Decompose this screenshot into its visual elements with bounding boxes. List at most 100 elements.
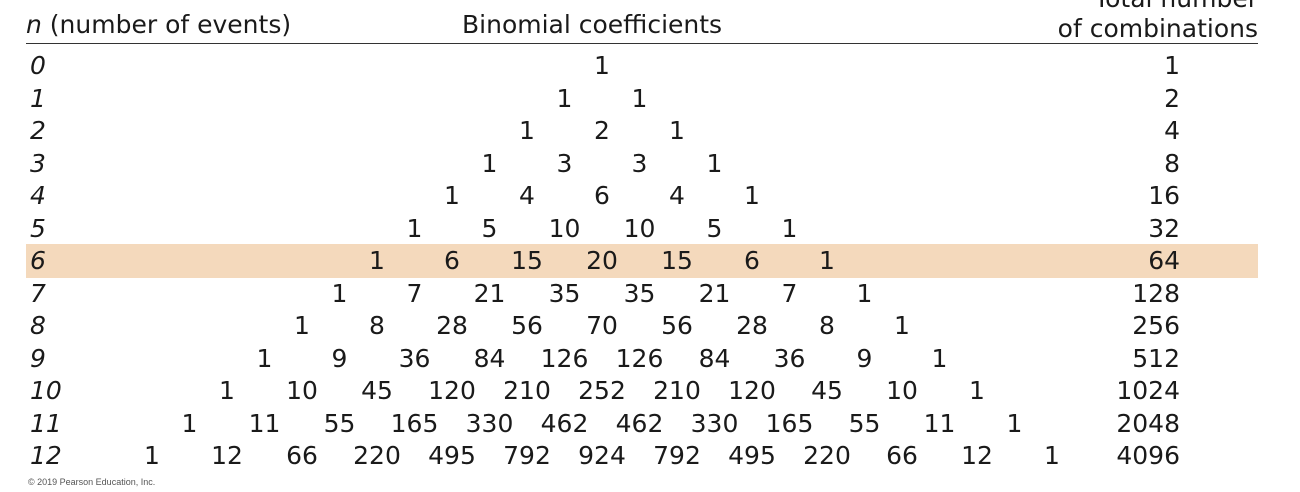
coefficient-cell: 70 — [586, 311, 618, 340]
coefficient-cell: 1 — [1006, 408, 1023, 438]
row-total-value: 64 — [1148, 246, 1180, 275]
coefficient-cell: 462 — [540, 408, 589, 438]
row-total-value: 128 — [1132, 278, 1180, 308]
coefficient-cell: 45 — [811, 376, 843, 405]
row-n-value: 0 — [30, 51, 46, 80]
coefficient-cell: 84 — [473, 343, 506, 373]
header-coefficients: Binomial coefficients — [462, 10, 723, 39]
coefficient-cell: 36 — [398, 343, 431, 373]
coefficient-cell: 28 — [436, 311, 468, 340]
coefficient-cell: 495 — [728, 441, 776, 470]
coefficient-cell: 10 — [286, 376, 318, 405]
coefficient-cell: 10 — [548, 213, 581, 243]
coefficient-cell: 1 — [256, 343, 273, 373]
coefficient-cell: 495 — [428, 441, 476, 470]
coefficient-cell: 5 — [706, 213, 723, 243]
header-n-rest: (number of events) — [41, 10, 292, 39]
coefficient-cell: 462 — [615, 408, 664, 438]
coefficient-cell: 84 — [698, 343, 731, 373]
coefficient-cell: 15 — [511, 246, 543, 275]
coefficient-cell: 220 — [803, 441, 851, 470]
coefficient-cell: 1 — [369, 246, 385, 275]
row-total-value: 1 — [1164, 51, 1180, 80]
row-total-value: 4 — [1164, 116, 1180, 145]
row-total-value: 4096 — [1116, 441, 1180, 470]
row-n-value: 12 — [30, 441, 62, 470]
coefficient-cell: 1 — [219, 376, 235, 405]
row-n-value: 7 — [30, 278, 46, 308]
row-total-value: 2048 — [1116, 408, 1180, 438]
coefficient-cell: 1 — [631, 83, 648, 113]
coefficient-cell: 15 — [661, 246, 693, 275]
coefficient-cell: 9 — [856, 343, 873, 373]
row-total-value: 2 — [1164, 83, 1180, 113]
coefficient-cell: 1 — [519, 116, 535, 145]
coefficient-cell: 330 — [690, 408, 739, 438]
row-total-value: 8 — [1164, 148, 1180, 178]
coefficient-cell: 45 — [361, 376, 393, 405]
coefficient-cell: 1 — [744, 181, 760, 210]
coefficient-cell: 330 — [465, 408, 514, 438]
coefficient-cell: 924 — [578, 441, 626, 470]
coefficient-cell: 4 — [669, 181, 685, 210]
coefficient-cell: 56 — [661, 311, 693, 340]
row-n-value: 11 — [30, 408, 62, 438]
coefficient-cell: 1 — [444, 181, 460, 210]
row-n-value: 8 — [30, 311, 46, 340]
coefficient-cell: 4 — [519, 181, 535, 210]
coefficient-cell: 7 — [406, 278, 423, 308]
coefficient-cell: 126 — [540, 343, 589, 373]
row-n-value: 5 — [30, 213, 46, 243]
row-total-value: 16 — [1148, 181, 1180, 210]
coefficient-cell: 1 — [856, 278, 873, 308]
coefficient-cell: 120 — [728, 376, 776, 405]
coefficient-cell: 165 — [390, 408, 439, 438]
row-total-value: 256 — [1132, 311, 1180, 340]
coefficient-cell: 220 — [353, 441, 401, 470]
coefficient-cell: 36 — [773, 343, 806, 373]
header-total-line1: Total number — [1058, 0, 1258, 14]
coefficient-cell: 1 — [706, 148, 723, 178]
coefficient-cell: 1 — [969, 376, 985, 405]
row-total-value: 1024 — [1116, 376, 1180, 405]
coefficient-cell: 66 — [286, 441, 318, 470]
coefficient-cell: 792 — [653, 441, 701, 470]
row-total-value: 512 — [1132, 343, 1180, 373]
coefficient-cell: 11 — [923, 408, 956, 438]
coefficient-cell: 6 — [444, 246, 460, 275]
row-n-value: 4 — [30, 181, 46, 210]
coefficient-cell: 210 — [503, 376, 551, 405]
coefficient-cell: 8 — [819, 311, 835, 340]
coefficient-cell: 252 — [578, 376, 626, 405]
coefficient-cell: 792 — [503, 441, 551, 470]
coefficient-cell: 1 — [819, 246, 835, 275]
coefficient-cell: 210 — [653, 376, 701, 405]
coefficient-cell: 21 — [473, 278, 506, 308]
coefficient-cell: 1 — [294, 311, 310, 340]
coefficient-cell: 11 — [248, 408, 281, 438]
header-n: n (number of events) — [26, 10, 291, 40]
coefficient-cell: 55 — [323, 408, 356, 438]
row-n-value: 2 — [30, 116, 46, 145]
row-n-value: 9 — [30, 343, 46, 373]
coefficient-cell: 12 — [961, 441, 993, 470]
coefficient-cell: 3 — [631, 148, 648, 178]
coefficient-cell: 1 — [931, 343, 948, 373]
coefficient-cell: 12 — [211, 441, 243, 470]
coefficient-cell: 6 — [594, 181, 610, 210]
coefficient-cell: 1 — [481, 148, 498, 178]
coefficient-cell: 5 — [481, 213, 498, 243]
header-n-italic: n — [26, 10, 42, 39]
coefficient-cell: 8 — [369, 311, 385, 340]
coefficient-cell: 120 — [428, 376, 476, 405]
row-n-value: 3 — [30, 148, 46, 178]
coefficient-cell: 1 — [406, 213, 423, 243]
coefficient-cell: 28 — [736, 311, 768, 340]
coefficient-cell: 1 — [181, 408, 198, 438]
coefficient-cell: 10 — [623, 213, 656, 243]
coefficient-cell: 1 — [669, 116, 685, 145]
coefficient-cell: 21 — [698, 278, 731, 308]
coefficient-cell: 35 — [623, 278, 656, 308]
highlight-band — [26, 244, 1258, 278]
